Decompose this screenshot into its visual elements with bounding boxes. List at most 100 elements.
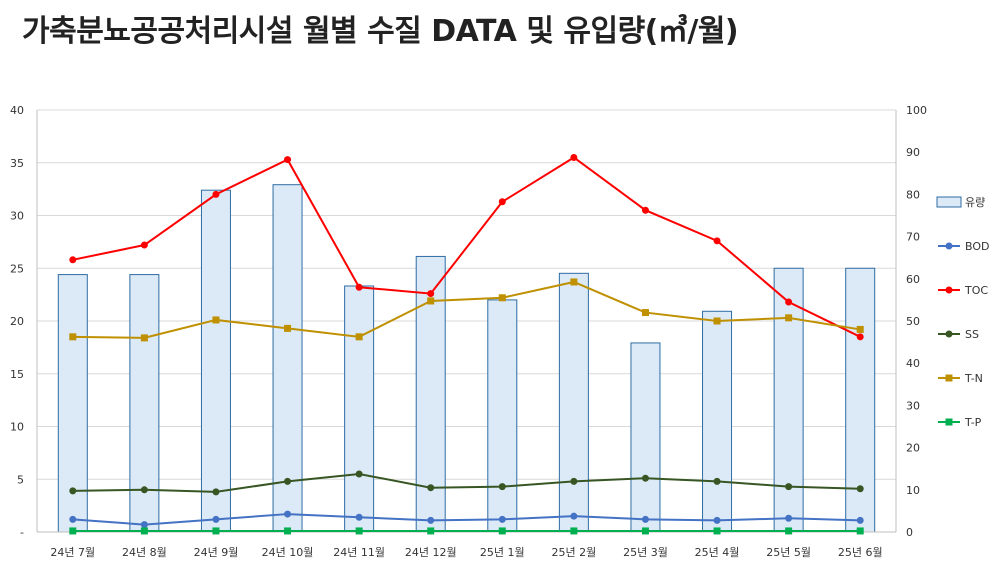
data-point-toc <box>641 206 649 214</box>
data-point-ss <box>498 483 506 491</box>
data-point-t-n <box>856 325 864 333</box>
x-axis-tick-label: 25년 1월 <box>480 546 525 559</box>
data-point-ss <box>355 470 363 478</box>
data-point-t-p <box>785 527 793 535</box>
data-point-t-n <box>140 334 148 342</box>
data-point-bod <box>284 510 292 518</box>
x-axis-tick-label: 24년 10월 <box>262 546 314 559</box>
data-point-bod <box>856 516 864 524</box>
data-point-toc <box>427 290 435 298</box>
data-point-bod <box>355 513 363 521</box>
flow-bar <box>344 285 375 533</box>
data-point-toc <box>498 198 506 206</box>
legend-marker-ss <box>945 330 953 338</box>
data-point-t-p <box>856 527 864 535</box>
data-point-toc <box>785 298 793 306</box>
x-axis-tick-label: 24년 7월 <box>50 546 95 559</box>
right-axis-tick-label: 0 <box>906 526 913 539</box>
right-axis-tick-label: 10 <box>906 484 920 497</box>
series-line-t-n <box>72 280 861 339</box>
data-point-t-n <box>785 314 793 322</box>
data-point-ss <box>785 483 793 491</box>
data-point-bod <box>498 515 506 523</box>
data-point-bod <box>212 515 220 523</box>
series-line-bod <box>72 513 861 526</box>
data-point-t-p <box>641 527 649 535</box>
x-axis-tick-label: 25년 2월 <box>552 546 597 559</box>
x-axis-tick-label: 25년 3월 <box>623 546 668 559</box>
left-axis-tick-label: 40 <box>10 104 24 117</box>
right-axis-tick-label: 40 <box>906 357 920 370</box>
gridlines <box>37 109 896 480</box>
right-axis-tick-label: 90 <box>906 146 920 159</box>
left-axis-tick-label: - <box>20 526 24 539</box>
data-point-t-p <box>713 527 721 535</box>
flow-bar <box>702 310 733 533</box>
data-point-t-p <box>69 527 77 535</box>
data-point-toc <box>69 256 77 264</box>
legend-label-t-n: T-N <box>964 372 983 385</box>
data-point-ss <box>570 477 578 485</box>
data-point-t-p <box>570 527 578 535</box>
flow-bar <box>129 274 160 533</box>
data-point-t-n <box>355 333 363 341</box>
data-point-toc <box>140 241 148 249</box>
flow-bar <box>630 342 661 533</box>
x-axis-tick-label: 24년 9월 <box>194 546 239 559</box>
data-point-bod <box>570 512 578 520</box>
x-axis-tick-label: 25년 4월 <box>695 546 740 559</box>
legend-label-toc: TOC <box>964 284 988 297</box>
legend-marker-toc <box>945 286 953 294</box>
data-point-t-p <box>355 527 363 535</box>
right-axis-tick-label: 60 <box>906 273 920 286</box>
data-point-t-n <box>69 333 77 341</box>
left-axis-tick-label: 35 <box>10 157 24 170</box>
series-line-ss <box>72 472 861 493</box>
data-point-toc <box>284 156 292 164</box>
data-point-bod <box>785 514 793 522</box>
flow-bar <box>272 184 303 533</box>
flow-bar <box>558 272 589 533</box>
data-point-toc <box>212 190 220 198</box>
data-point-t-n <box>212 316 220 324</box>
left-axis-tick-label: 20 <box>10 315 24 328</box>
right-axis-tick-label: 100 <box>906 104 927 117</box>
legend-marker-bod <box>945 242 953 250</box>
x-axis-tick-label: 24년 12월 <box>405 546 457 559</box>
data-point-toc <box>856 333 864 341</box>
data-point-ss <box>69 487 77 495</box>
right-axis-tick-label: 80 <box>906 188 920 201</box>
data-point-bod <box>641 515 649 523</box>
right-axis-tick-label: 50 <box>906 315 920 328</box>
data-point-ss <box>713 477 721 485</box>
chart-title: 가축분뇨공공처리시설 월별 수질 DATA 및 유입량(㎥/월) <box>22 14 739 49</box>
data-point-t-p <box>212 527 220 535</box>
legend-label-ss: SS <box>965 328 979 341</box>
left-axis-tick-label: 30 <box>10 210 24 223</box>
data-point-ss <box>284 477 292 485</box>
data-point-toc <box>355 283 363 291</box>
data-point-t-n <box>284 324 292 332</box>
data-point-bod <box>140 521 148 529</box>
data-point-bod <box>713 516 721 524</box>
data-point-ss <box>641 474 649 482</box>
axes: - 5 10 15 20 25 30 35 40 0 10 20 30 40 50 60 70 80 90 100 24… <box>10 104 927 559</box>
series-line-toc <box>72 156 861 338</box>
legend-label-t-p: T-P <box>964 416 982 429</box>
data-point-t-n <box>713 317 721 325</box>
data-point-bod <box>69 515 77 523</box>
legend-marker-t-n <box>945 374 953 382</box>
series-lines <box>69 153 864 535</box>
data-point-t-n <box>641 309 649 317</box>
x-axis-tick-label: 25년 6월 <box>838 546 883 559</box>
data-point-t-p <box>140 527 148 535</box>
left-axis-tick-label: 15 <box>10 368 24 381</box>
data-point-t-n <box>498 294 506 302</box>
data-point-t-p <box>498 527 506 535</box>
data-point-ss <box>212 488 220 496</box>
legend-marker-t-p <box>945 418 953 426</box>
data-point-toc <box>570 153 578 161</box>
left-axis-tick-label: 5 <box>17 473 24 486</box>
data-point-t-n <box>570 278 578 286</box>
